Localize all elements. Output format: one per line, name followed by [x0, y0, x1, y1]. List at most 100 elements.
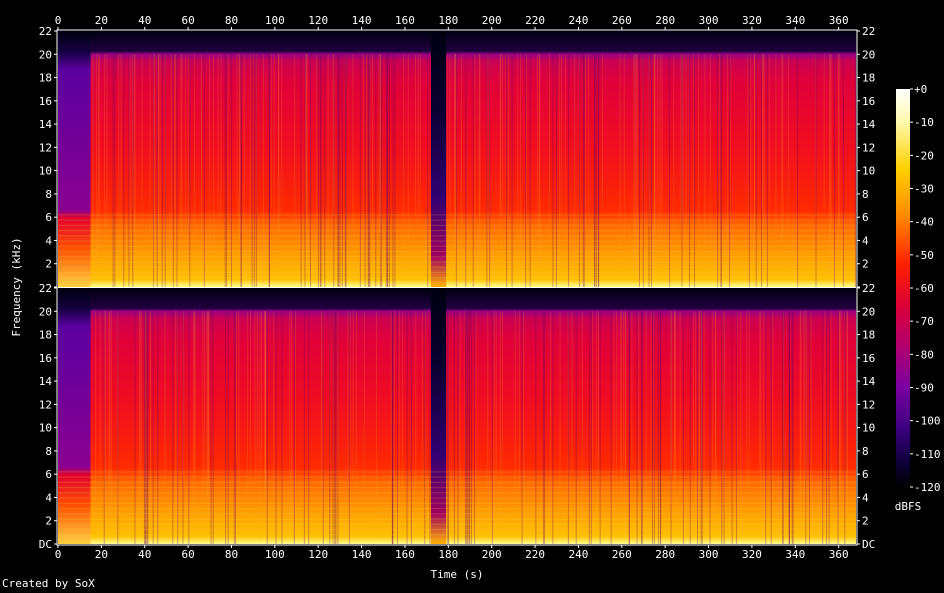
channel-2-streak [144, 311, 146, 544]
channel-1-harmonic-band [58, 219, 856, 221]
channel-2-streak [826, 311, 828, 544]
channel-1-streak [262, 54, 264, 249]
channel-1-streak [720, 54, 722, 287]
channel-1-streak [659, 54, 661, 243]
channel-2-streak [641, 311, 643, 544]
channel-2-streak [700, 311, 702, 544]
y-tick-label-left: 12 [39, 141, 52, 154]
channel-1-streak [269, 54, 271, 287]
channel-2-streak [182, 311, 184, 479]
channel-1-streak [455, 54, 457, 287]
channel-2-streak [788, 311, 790, 544]
channel-1-streak [584, 54, 586, 226]
colorbar-label: dBFS [895, 500, 922, 513]
x-tick-label-top: 20 [95, 14, 108, 27]
channel-1-harmonic-band [58, 224, 856, 226]
channel-2-streak [791, 311, 793, 544]
channel-2-streak [176, 311, 178, 516]
channel-2-streak [212, 311, 214, 544]
channel-2-streak [645, 311, 647, 538]
channel-1-streak [693, 54, 695, 253]
channel-1-streak [634, 54, 636, 239]
channel-2-streak [839, 311, 841, 521]
channel-1-streak [489, 54, 491, 287]
channel-1-streak [217, 54, 219, 232]
channel-1-streak [189, 54, 191, 287]
channel-1-quiet-region [58, 31, 91, 287]
channel-2-streak [715, 311, 717, 526]
channel-2-streak [157, 311, 159, 544]
channel-2-harmonic-band [58, 507, 856, 510]
channel-2-streak [363, 311, 365, 486]
channel-1-streak [729, 54, 731, 287]
channel-2-streak [457, 311, 459, 544]
channel-1-streak [132, 54, 134, 287]
channel-1-streak [92, 54, 94, 284]
channel-2-streak [320, 311, 322, 508]
channel-2-streak [682, 311, 684, 544]
channel-1-streak [511, 54, 513, 287]
channel-2-streak [722, 311, 724, 479]
channel-1-streak [762, 54, 764, 262]
channel-2-streak [828, 311, 830, 544]
colorbar-tick-label: -20 [914, 149, 934, 162]
channel-1-streak [300, 54, 302, 287]
y-tick-label-right: 18 [862, 329, 875, 342]
channel-1-streak [387, 54, 389, 287]
channel-1-streak [781, 54, 783, 243]
channel-2-streak [144, 311, 146, 531]
channel-1-streak [114, 54, 116, 287]
channel-1-streak [363, 54, 365, 270]
channel-2-streak [567, 311, 569, 516]
channel-2-streak [469, 311, 471, 544]
channel-1-streak [344, 54, 346, 287]
channel-2-streak [620, 311, 622, 540]
channel-2-streak [575, 311, 577, 544]
channel-2-streak [628, 311, 630, 544]
channel-2-streak [145, 311, 147, 544]
channel-1-streak [642, 54, 644, 287]
channel-1-streak [157, 54, 159, 277]
channel-1-streak [369, 54, 371, 287]
channel-1-streak [697, 54, 699, 249]
channel-2-streak [99, 311, 101, 475]
x-tick-label-bottom: 100 [265, 548, 285, 561]
channel-1-streak [333, 54, 335, 215]
channel-2-streak [265, 311, 267, 490]
channel-2-energy-field [58, 288, 856, 544]
channel-1-streak [224, 54, 226, 287]
channel-1-streak [118, 54, 120, 251]
channel-2-streak [466, 311, 468, 544]
channel-1-streak [164, 54, 166, 287]
channel-1-streak [251, 54, 253, 287]
channel-1-streak [278, 54, 280, 233]
channel-1-streak [255, 54, 257, 213]
channel-1-streak [123, 54, 125, 287]
channel-2-streak [164, 311, 166, 504]
channel-1-streak [156, 54, 158, 287]
channel-2-streak [322, 311, 324, 544]
channel-1-streak [407, 54, 409, 242]
channel-1-streak [720, 54, 722, 287]
x-tick-label-bottom: 300 [699, 548, 719, 561]
channel-2-streak [332, 311, 334, 491]
channel-1-streak [587, 54, 589, 216]
channel-1-streak [381, 54, 383, 287]
channel-2-streak [653, 311, 655, 519]
channel-2-streak [468, 311, 470, 544]
channel-2-streak [391, 311, 393, 544]
channel-2-streak [108, 311, 110, 484]
channel-2-streak [349, 311, 351, 475]
channel-1-streak [838, 54, 840, 227]
channel-1-streak [486, 54, 488, 273]
channel-1-streak [597, 54, 599, 287]
channel-2-streak [693, 311, 695, 468]
x-tick-label-bottom: 0 [55, 548, 62, 561]
channel-1-streak [364, 54, 366, 287]
channel-1-streak [220, 54, 222, 217]
channel-2-streak [453, 311, 455, 544]
channel-1-streak [164, 54, 166, 260]
channel-2-streak [398, 311, 400, 510]
x-tick-label-top: 40 [138, 14, 151, 27]
channel-1-streak [131, 54, 133, 210]
